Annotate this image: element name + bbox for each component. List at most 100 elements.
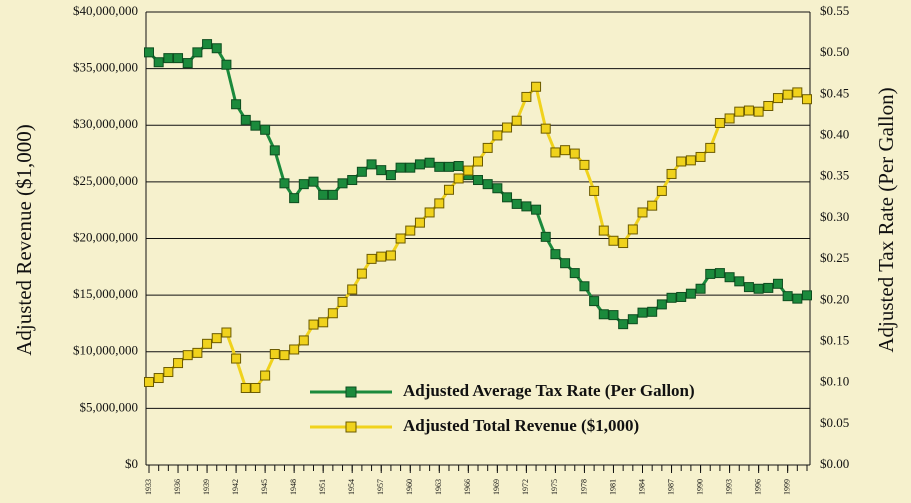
point-marker	[743, 105, 754, 116]
point-marker	[724, 113, 735, 124]
point-marker	[385, 170, 396, 181]
y2-tick-label: $0.10	[820, 374, 849, 389]
point-marker	[705, 268, 716, 279]
x-tick-label: 1984	[637, 479, 646, 495]
point-marker	[240, 114, 251, 125]
x-tick-label: 1939	[202, 479, 211, 495]
x-tick-label: 1999	[782, 479, 791, 495]
y-tick-label: $10,000,000	[73, 343, 138, 358]
point-marker	[511, 198, 522, 209]
point-marker	[279, 178, 290, 189]
point-marker	[434, 161, 445, 172]
y-tick-label: $5,000,000	[80, 399, 139, 414]
point-marker	[424, 207, 435, 218]
y-axis-title: Adjusted Revenue ($1,000)	[12, 124, 36, 356]
point-marker	[656, 299, 667, 310]
point-marker	[656, 185, 667, 196]
y2-tick-label: $0.20	[820, 291, 849, 306]
point-marker	[221, 327, 232, 338]
point-marker	[182, 350, 193, 361]
point-marker	[502, 192, 513, 203]
y-tick-label: $20,000,000	[73, 229, 138, 244]
y2-tick-label: $0.15	[820, 332, 849, 347]
point-marker	[269, 145, 280, 156]
point-marker	[540, 123, 551, 134]
point-marker	[753, 106, 764, 117]
point-marker	[608, 235, 619, 246]
point-marker	[802, 290, 812, 301]
point-marker	[279, 350, 290, 361]
point-marker	[434, 198, 445, 209]
point-marker	[569, 268, 580, 279]
point-marker	[618, 319, 629, 330]
point-marker	[376, 251, 387, 262]
point-marker	[463, 165, 474, 176]
point-marker	[144, 47, 154, 58]
y2-tick-label: $0.55	[820, 3, 849, 18]
point-marker	[153, 373, 164, 384]
point-marker	[327, 308, 338, 319]
point-marker	[231, 99, 242, 110]
point-marker	[144, 376, 154, 387]
point-marker	[240, 382, 251, 393]
point-marker	[250, 120, 261, 131]
point-marker	[395, 162, 406, 173]
point-marker	[714, 268, 725, 279]
point-marker	[492, 183, 503, 194]
x-tick-label: 1993	[724, 479, 733, 495]
point-marker	[598, 309, 609, 320]
point-marker	[705, 142, 716, 153]
point-marker	[521, 201, 532, 212]
legend-label: Adjusted Total Revenue ($1,000)	[403, 416, 639, 435]
point-marker	[734, 276, 745, 287]
point-marker	[182, 58, 193, 69]
point-marker	[376, 165, 387, 176]
point-marker	[163, 53, 174, 64]
point-marker	[414, 159, 425, 170]
point-marker	[482, 142, 493, 153]
x-tick-label: 1966	[463, 479, 472, 495]
point-marker	[627, 314, 638, 325]
point-marker	[589, 296, 600, 307]
point-marker	[714, 117, 725, 128]
point-marker	[782, 291, 793, 302]
point-marker	[308, 176, 319, 187]
point-marker	[202, 39, 213, 50]
point-marker	[647, 306, 658, 317]
point-marker	[695, 283, 706, 294]
point-marker	[192, 347, 203, 358]
point-marker	[395, 233, 406, 244]
x-tick-label: 1987	[666, 479, 675, 495]
point-marker	[173, 358, 184, 369]
x-tick-label: 1990	[695, 479, 704, 495]
point-marker	[250, 382, 261, 393]
point-marker	[802, 94, 812, 105]
x-tick-label: 1945	[260, 479, 269, 495]
y-tick-label: $15,000,000	[73, 286, 138, 301]
point-marker	[637, 207, 648, 218]
point-marker	[637, 307, 648, 318]
legend-label: Adjusted Average Tax Rate (Per Gallon)	[403, 381, 695, 400]
point-marker	[453, 161, 464, 172]
point-marker	[792, 87, 803, 98]
series-line	[148, 83, 808, 390]
y2-tick-label: $0.45	[820, 85, 849, 100]
x-tick-label: 1960	[405, 479, 414, 495]
x-tick-label: 1981	[608, 479, 617, 495]
point-marker	[366, 159, 377, 170]
point-marker	[318, 317, 329, 328]
point-marker	[695, 151, 706, 162]
point-marker	[569, 148, 580, 159]
x-tick-label: 1996	[753, 479, 762, 495]
y-tick-label: $40,000,000	[73, 3, 138, 18]
point-marker	[792, 293, 803, 304]
point-marker	[153, 57, 164, 68]
point-marker	[492, 130, 503, 141]
y2-tick-label: $0.05	[820, 415, 849, 430]
x-tick-label: 1975	[550, 479, 559, 495]
point-marker	[405, 162, 416, 173]
x-tick-label: 1942	[231, 479, 240, 495]
point-marker	[608, 310, 619, 321]
point-marker	[666, 168, 677, 179]
point-marker	[318, 189, 329, 200]
